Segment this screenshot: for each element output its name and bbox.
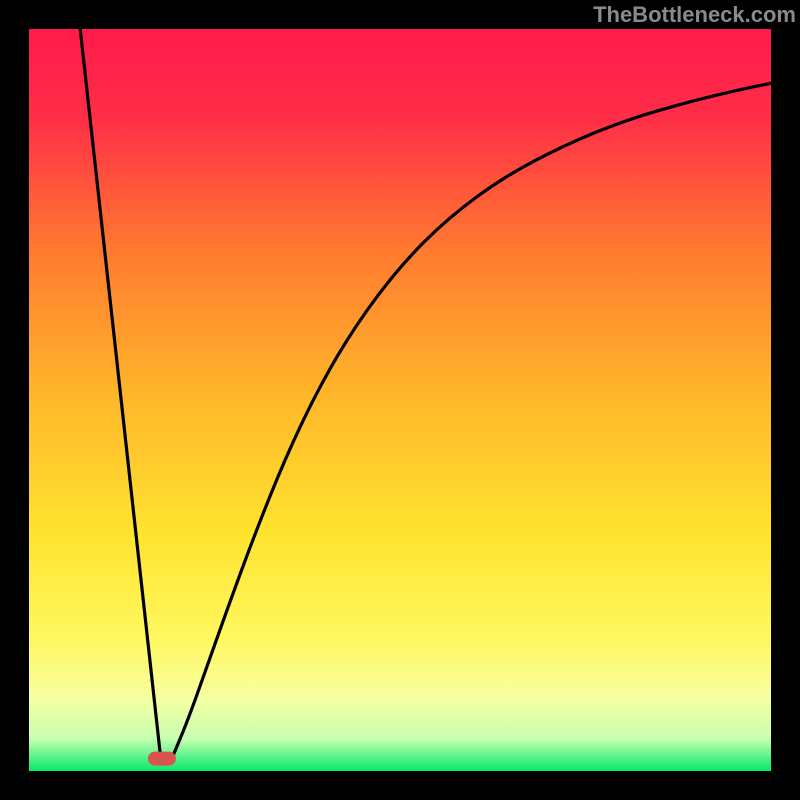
optimal-point-marker [148, 752, 176, 766]
bottleneck-chart [0, 0, 800, 800]
chart-gradient-background [28, 28, 772, 772]
watermark-text: TheBottleneck.com [593, 0, 800, 28]
